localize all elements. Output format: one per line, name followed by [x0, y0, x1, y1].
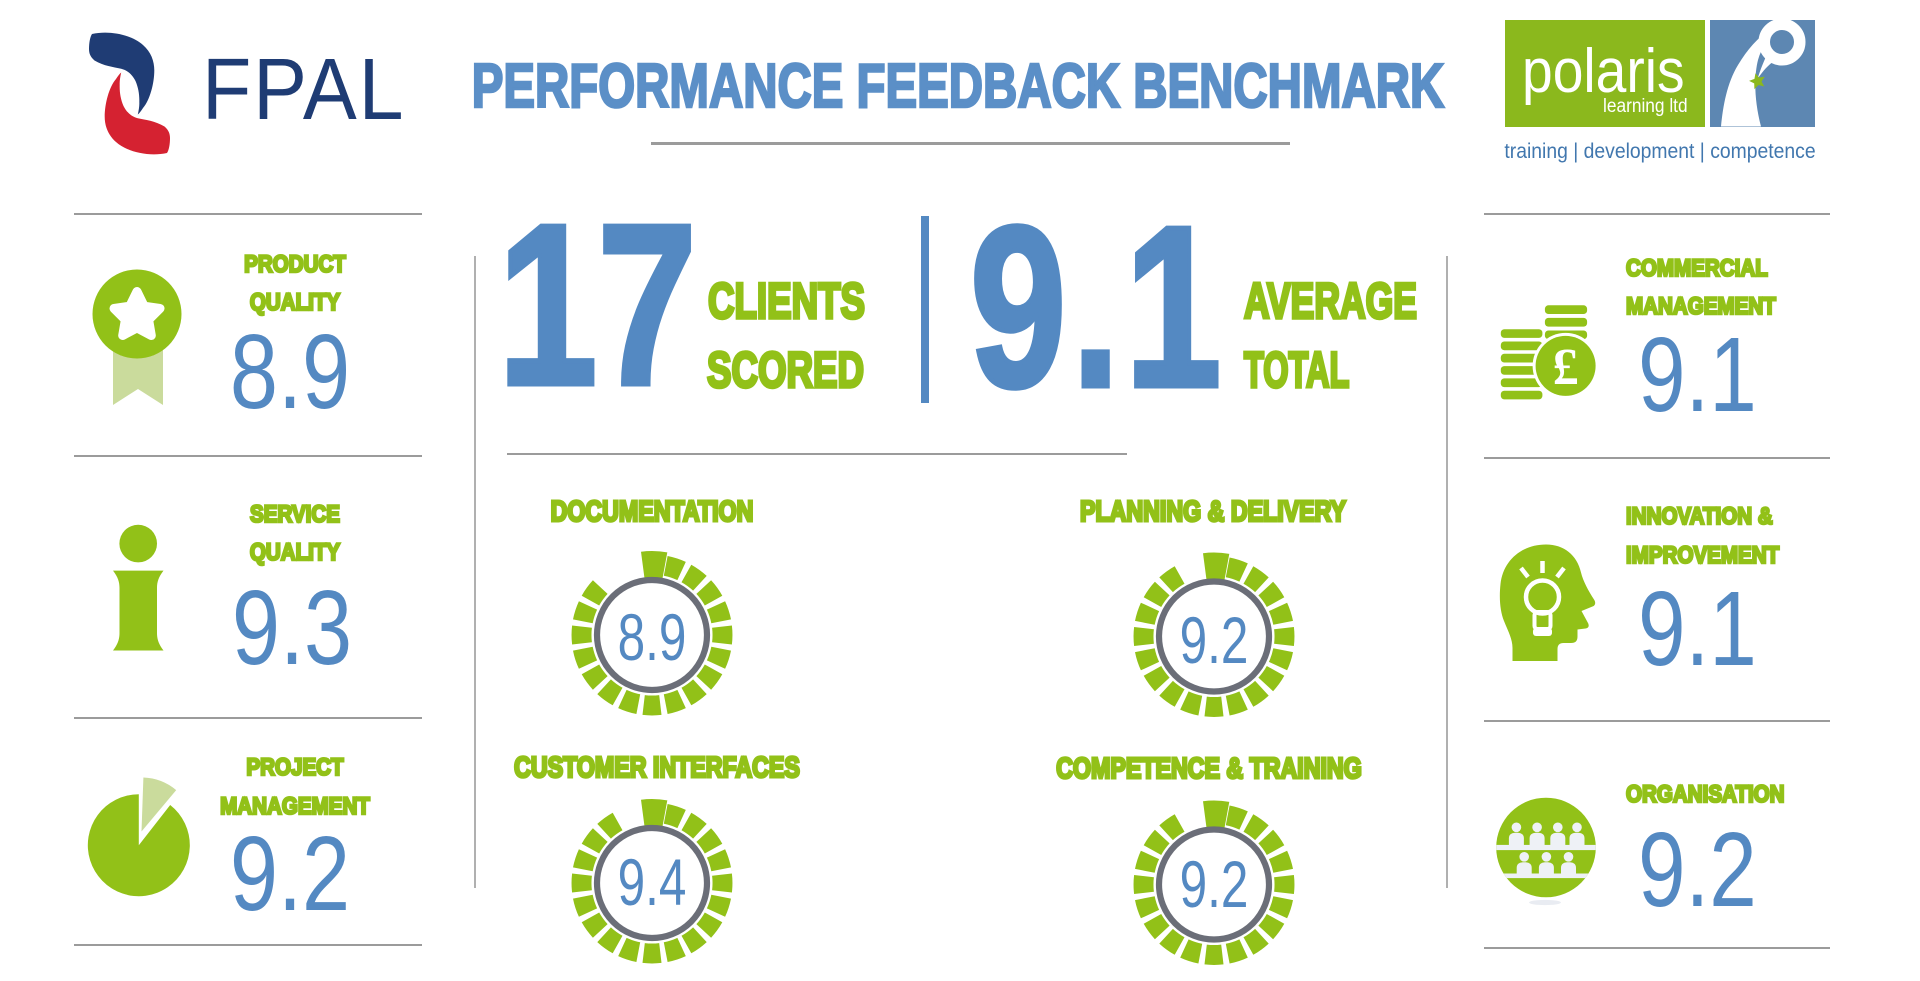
svg-text:£: £: [1553, 339, 1579, 396]
